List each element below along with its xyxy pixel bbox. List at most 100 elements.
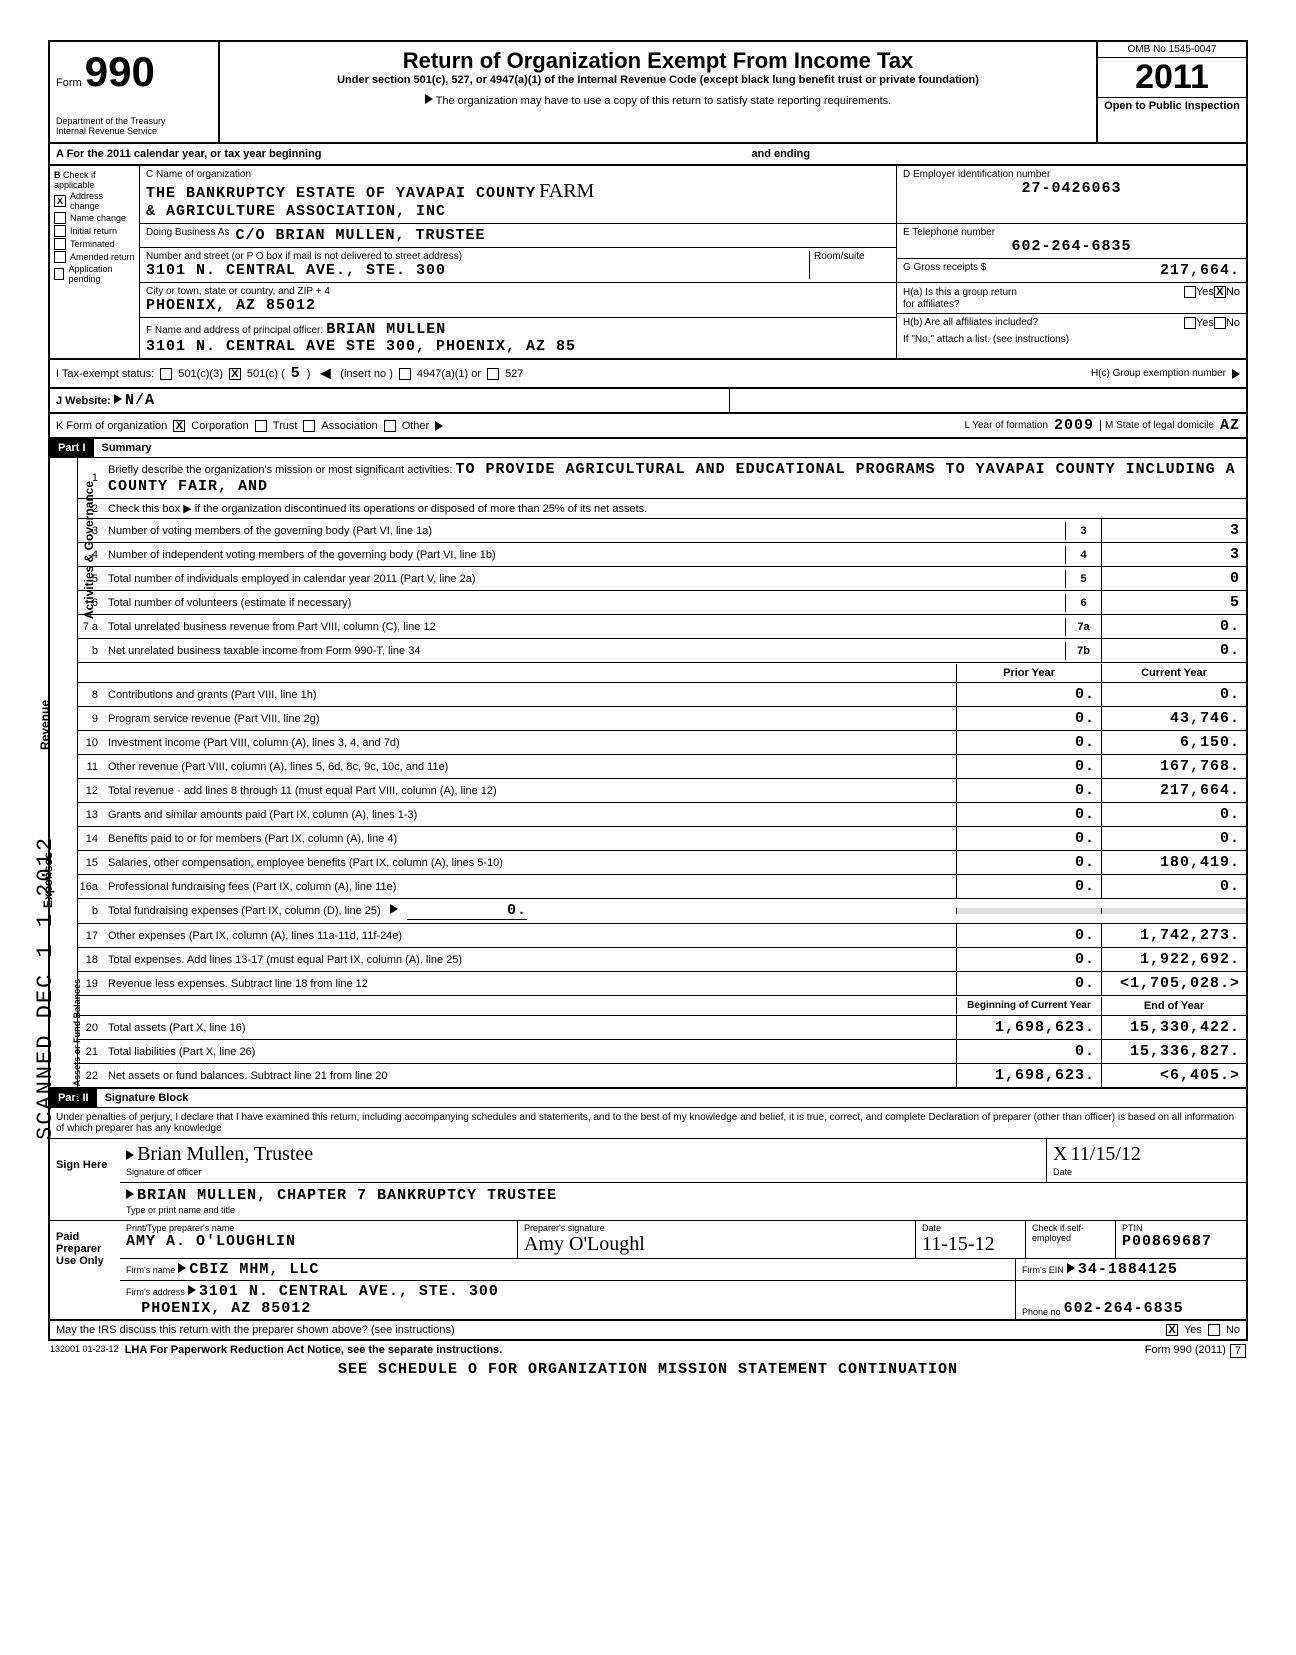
v3: 3 (1101, 519, 1246, 542)
cb-hb-yes[interactable] (1184, 317, 1196, 329)
discuss-text: May the IRS discuss this return with the… (56, 1324, 455, 1336)
p18: 0. (956, 948, 1101, 971)
f-addr: 3101 N. CENTRAL AVE STE 300, PHOENIX, AZ… (146, 338, 576, 355)
firm-name-label: Firm's name (126, 1265, 175, 1275)
firm-name: CBIZ MHM, LLC (189, 1261, 319, 1278)
e-label: E Telephone number (903, 227, 1240, 238)
cb-501c[interactable]: X (229, 368, 241, 380)
num-15: 15 (78, 854, 104, 872)
cb-app[interactable] (54, 268, 64, 280)
num-11: 11 (78, 758, 104, 776)
cb-discuss-yes[interactable]: X (1166, 1324, 1178, 1336)
lbl-hb-yes: Yes (1196, 317, 1214, 329)
box-3: 3 (1065, 522, 1101, 540)
c13: 0. (1101, 803, 1246, 826)
num-8: 8 (78, 686, 104, 704)
c14: 0. (1101, 827, 1246, 850)
part2-title: Signature Block (97, 1089, 197, 1107)
cb-527[interactable] (487, 368, 499, 380)
cb-other[interactable] (384, 420, 396, 432)
cb-name-change[interactable] (54, 212, 66, 224)
paid-preparer: Paid Preparer Use Only (50, 1221, 120, 1319)
ein-value: 27-0426063 (903, 180, 1240, 197)
cb-corp[interactable]: X (173, 420, 185, 432)
org-name-2: & AGRICULTURE ASSOCIATION, INC (146, 203, 446, 220)
cb-501c3[interactable] (160, 368, 172, 380)
p15: 0. (956, 851, 1101, 874)
c17: 1,742,273. (1101, 924, 1246, 947)
hdr-begin: Beginning of Current Year (956, 997, 1101, 1014)
lbl-termin: Terminated (70, 239, 115, 249)
hdr-prior: Prior Year (956, 664, 1101, 682)
form-label: Form (56, 77, 82, 89)
lbl-hb-no: No (1226, 317, 1240, 329)
p11: 0. (956, 755, 1101, 778)
l14: Benefits paid to or for members (Part IX… (104, 830, 956, 848)
firm-phone-label: Phone no (1022, 1307, 1061, 1317)
l20: Total assets (Part X, line 16) (104, 1019, 956, 1037)
c18: 1,922,692. (1101, 948, 1246, 971)
l16b: Total fundraising expenses (Part IX, col… (108, 905, 381, 917)
c22: <6,405.> (1101, 1064, 1246, 1087)
dept-1: Department of the Treasury (56, 116, 212, 126)
dba-label: Doing Business As (146, 227, 229, 244)
p12: 0. (956, 779, 1101, 802)
org-name-hand: FARM (539, 180, 594, 202)
vtab-activities: Activities & Governance (50, 458, 78, 663)
cb-amended[interactable] (54, 251, 66, 263)
l16b-val: 0. (407, 902, 527, 920)
ha-label: H(a) Is this a group return (903, 287, 1017, 298)
num-7a: 7 a (78, 618, 104, 636)
l5-text: Total number of individuals employed in … (104, 570, 1065, 588)
cb-initial[interactable] (54, 225, 66, 237)
l4-text: Number of independent voting members of … (104, 546, 1065, 564)
lbl-insert: (insert no ) (340, 368, 393, 380)
lbl-name-change: Name change (70, 213, 126, 223)
lbl-527: 527 (505, 368, 523, 380)
cb-hb-no[interactable] (1214, 317, 1226, 329)
prep-name-label: Print/Type preparer's name (126, 1223, 511, 1233)
cb-assoc[interactable] (303, 420, 315, 432)
col-b: B Check if applicable XAddress change Na… (50, 166, 140, 358)
arrow-other-icon (435, 421, 443, 431)
cb-ha-yes[interactable] (1184, 286, 1196, 298)
l13: Grants and similar amounts paid (Part IX… (104, 806, 956, 824)
cb-termin[interactable] (54, 238, 66, 250)
type-label: Type or print name and title (126, 1205, 235, 1215)
cb-ha-no[interactable]: X (1214, 286, 1226, 298)
cb-discuss-no[interactable] (1208, 1324, 1220, 1336)
d-label: D Employer identification number (903, 169, 1240, 180)
prep-name: AMY A. O'LOUGHLIN (126, 1233, 511, 1250)
num-16b: b (78, 902, 104, 920)
v7a: 0. (1101, 615, 1246, 638)
firm-addr-label: Firm's address (126, 1287, 185, 1297)
line-i: I Tax-exempt status: 501(c)(3) X501(c) (… (48, 360, 1248, 389)
j-value: N/A (125, 392, 155, 409)
shade-16b-p (956, 908, 1101, 914)
cb-addr-change[interactable]: X (54, 195, 66, 207)
arrow-icon (425, 94, 433, 104)
declaration: Under penalties of perjury, I declare th… (50, 1108, 1246, 1139)
cb-4947[interactable] (399, 368, 411, 380)
line-a-begin: A For the 2011 calendar year, or tax yea… (56, 148, 322, 160)
v5: 0 (1101, 567, 1246, 590)
city-value: PHOENIX, AZ 85012 (146, 297, 890, 314)
cb-trust[interactable] (255, 420, 267, 432)
l10: Investment income (Part VIII, column (A)… (104, 734, 956, 752)
part-1: Part I Summary Activities & Governance 1… (48, 439, 1248, 1089)
vtab-expenses: Expenses (50, 803, 78, 996)
box-6: 6 (1065, 594, 1101, 612)
j-label: J Website: (56, 395, 111, 407)
num-18: 18 (78, 951, 104, 969)
f-label: F Name and address of principal officer: (146, 325, 323, 336)
b-check: Check if applicable (54, 170, 96, 190)
firm-ein-label: Firm's EIN (1022, 1265, 1064, 1275)
footer-form: Form 990 (2011) (1145, 1344, 1226, 1358)
firm-ein: 34-1884125 (1078, 1261, 1178, 1278)
lbl-app: Application pending (68, 264, 135, 284)
phone-value: 602-264-6835 (903, 238, 1240, 255)
b-hdr: B (54, 170, 61, 180)
arrow-firm-icon (178, 1263, 186, 1273)
l12: Total revenue · add lines 8 through 11 (… (104, 782, 956, 800)
l6-text: Total number of volunteers (estimate if … (104, 594, 1065, 612)
